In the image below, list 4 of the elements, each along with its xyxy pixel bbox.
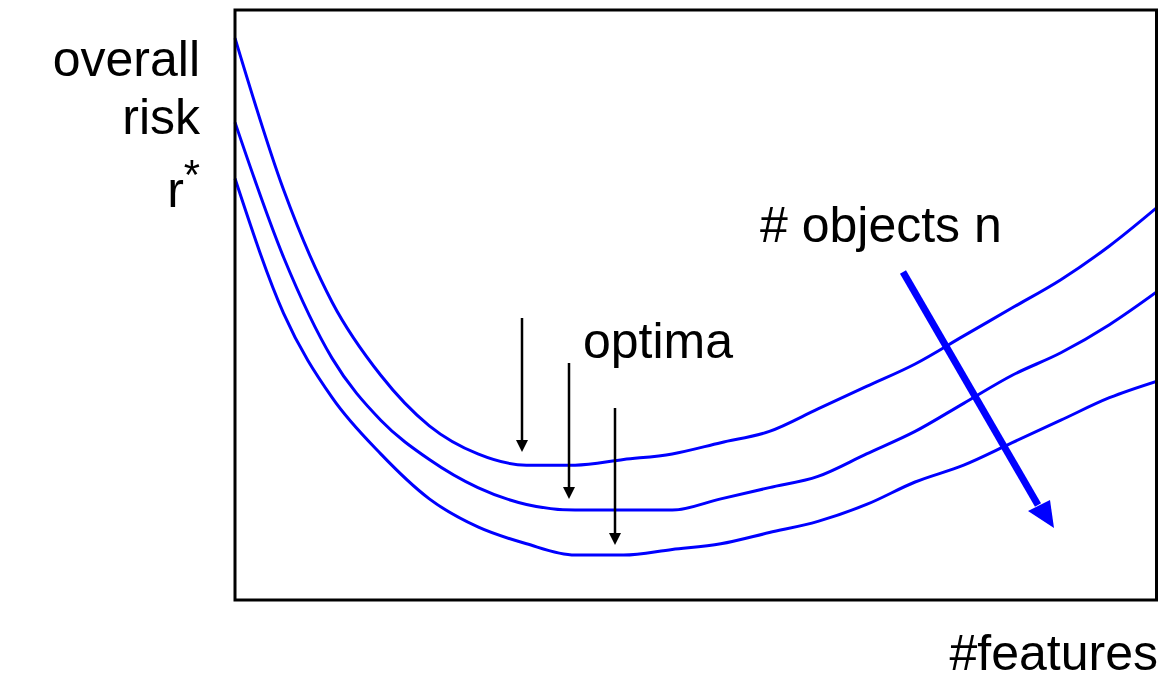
x-axis-title: #features <box>949 625 1158 681</box>
annotation: optima <box>583 313 734 369</box>
annotation: # objects n <box>760 197 1002 253</box>
y-axis-title: overall risk r$^{*}$ <box>52 31 200 218</box>
